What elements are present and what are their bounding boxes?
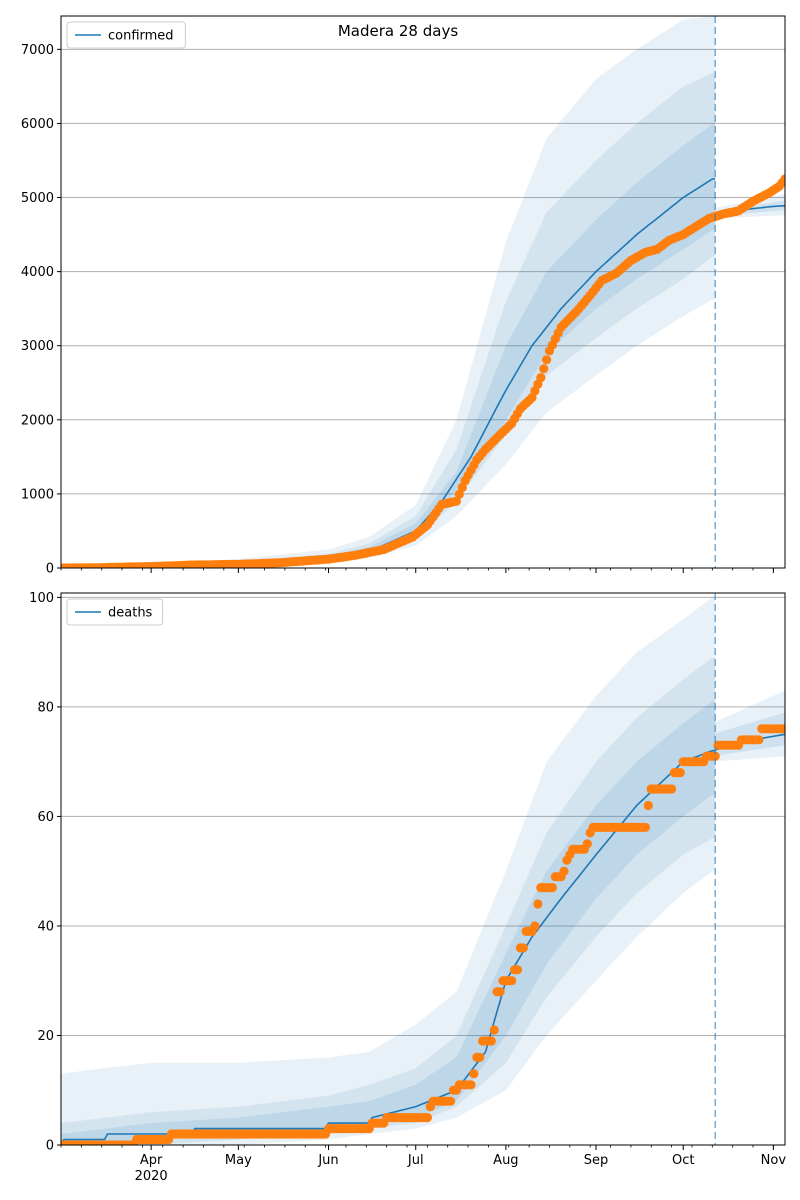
y-tick-label: 7000 [21, 43, 54, 58]
bottom-legend: deaths [66, 598, 164, 626]
x-tick-label: Jul [407, 1153, 424, 1168]
x-tick-label: May [225, 1153, 252, 1168]
chart-title: Madera 28 days [338, 22, 458, 40]
confirmed-panel: 0 1000 2000 3000 4000 5000 6000 7000 confirmed [21, 15, 786, 577]
legend-box [66, 21, 186, 49]
observed-point [451, 496, 461, 506]
observed-point [643, 800, 653, 811]
observed-point [466, 1080, 476, 1090]
observed-point [486, 1036, 496, 1046]
observed-point [533, 899, 543, 909]
y-tick-label: 2000 [21, 413, 54, 428]
y-tick-label: 1000 [21, 487, 54, 502]
uncertainty-band-outer [61, 16, 716, 568]
observed-point [536, 373, 546, 383]
uncertainty-band-mid [61, 657, 716, 1145]
observed-point [489, 1025, 499, 1035]
legend-label: confirmed [108, 29, 174, 44]
observed-point [507, 976, 517, 986]
observed-point [754, 735, 764, 745]
y-tick-label: 4000 [21, 265, 54, 280]
observed-point [518, 943, 528, 953]
observed-point [512, 965, 523, 975]
uncertainty-band-mid [61, 73, 716, 568]
observed-point [457, 482, 467, 493]
observed-point [675, 768, 685, 778]
observed-point [422, 1113, 432, 1123]
observed-point [640, 822, 651, 833]
x-tick-label: Nov [761, 1153, 787, 1168]
observed-point [780, 174, 785, 184]
x-tick-label: Sep [584, 1153, 609, 1168]
y-tick-label: 60 [37, 810, 54, 825]
y-tick-label: 40 [37, 919, 54, 934]
observed-point [530, 921, 540, 931]
x-year-label: 2020 [135, 1169, 168, 1184]
bottom-frame [60, 592, 786, 1146]
y-tick-label: 6000 [21, 117, 54, 132]
observed-point [539, 364, 549, 374]
legend-label: deaths [108, 606, 153, 621]
top-legend: confirmed [66, 21, 186, 49]
top-frame [60, 15, 786, 569]
observed-point [582, 839, 592, 849]
x-tick-label: Aug [493, 1153, 518, 1168]
observed-point [495, 987, 505, 997]
observed-point [547, 883, 558, 893]
top-plot-area [61, 16, 785, 568]
x-tick-label: Oct [672, 1153, 694, 1168]
legend-box [66, 598, 164, 626]
uncertainty-band-outer [61, 597, 716, 1145]
y-tick-label: 20 [37, 1029, 54, 1044]
y-tick-label: 0 [46, 1139, 54, 1154]
x-tick-label: Jun [317, 1153, 338, 1168]
deaths-panel: 0 20 40 60 80 100 Apr May Jun Jul Aug Sep Oct Nov 2020… [29, 591, 787, 1184]
y-tick-label: 3000 [21, 339, 54, 354]
observed-point [542, 355, 552, 365]
y-tick-label: 100 [29, 591, 54, 606]
y-tick-label: 80 [37, 700, 54, 715]
observed-point [780, 724, 785, 734]
observed-point [454, 489, 464, 499]
x-tick-label: Apr [140, 1153, 163, 1168]
observed-point [710, 751, 720, 761]
observed-point [469, 1069, 479, 1079]
observed-point [475, 1052, 485, 1062]
bottom-plot-area [61, 596, 785, 1145]
observed-point [446, 1096, 456, 1106]
observed-point [667, 784, 677, 794]
y-tick-label: 5000 [21, 191, 54, 206]
observed-point [559, 866, 569, 876]
y-tick-label: 0 [46, 562, 54, 577]
